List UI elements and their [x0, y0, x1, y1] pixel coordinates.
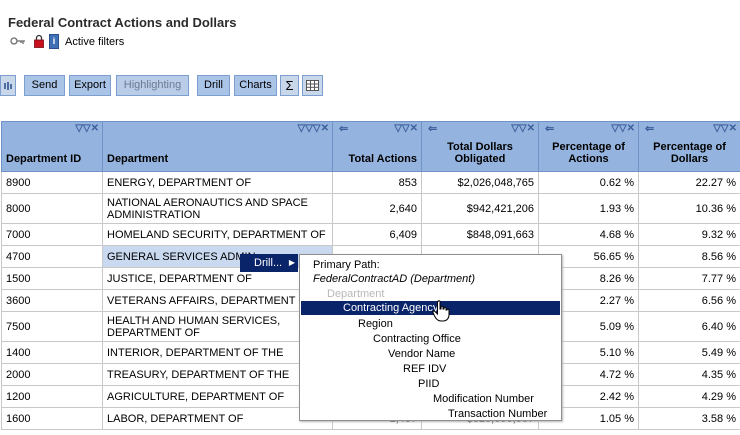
department-cell[interactable]: NATIONAL AERONAUTICS AND SPACE ADMINISTR…: [102, 193, 333, 224]
department-id-cell: 8000: [1, 193, 103, 224]
total-dollars-cell: $848,091,663: [421, 223, 539, 246]
drill-button[interactable]: Drill: [197, 75, 230, 96]
percentage-actions-cell: 0.62 %: [538, 171, 639, 194]
sort-controls-icon[interactable]: ▽▽✕: [713, 123, 737, 134]
sort-controls-icon[interactable]: ▽▽✕: [394, 123, 418, 134]
department-cell[interactable]: LABOR, DEPARTMENT OF: [102, 407, 333, 430]
department-id-cell: 1200: [1, 385, 103, 408]
drill-item-department: Department: [327, 288, 385, 300]
lock-icon[interactable]: [34, 34, 44, 48]
column-header-department-id[interactable]: ▽▽✕ Department ID: [1, 121, 103, 172]
percentage-dollars-cell: 9.32 %: [638, 223, 740, 246]
sort-controls-icon[interactable]: ▽▽▽✕: [297, 123, 329, 134]
table-row: 7000 HOMELAND SECURITY, DEPARTMENT OF 6,…: [1, 223, 740, 246]
drill-item-transaction-number[interactable]: Transaction Number: [448, 408, 548, 420]
department-cell-selected[interactable]: GENERAL SERVICES ADMIN: [102, 245, 333, 268]
sort-controls-icon[interactable]: ▽▽✕: [611, 123, 635, 134]
sum-button[interactable]: Σ: [280, 75, 299, 96]
table-row: 8900 ENERGY, DEPARTMENT OF 853 $2,026,04…: [1, 171, 740, 194]
percentage-dollars-cell: 22.27 %: [638, 171, 740, 194]
percentage-dollars-cell: 7.77 %: [638, 267, 740, 290]
percentage-dollars-cell: 8.56 %: [638, 245, 740, 268]
column-header-total-actions[interactable]: ⇐ ▽▽✕ Total Actions: [332, 121, 422, 172]
percentage-dollars-cell: 6.56 %: [638, 289, 740, 312]
key-icon[interactable]: [10, 36, 26, 46]
department-cell[interactable]: ENERGY, DEPARTMENT OF: [102, 171, 333, 194]
column-header-percentage-actions[interactable]: ⇐ ▽▽✕ Percentage of Actions: [538, 121, 639, 172]
department-id-cell: 2000: [1, 363, 103, 386]
column-header-department[interactable]: ▽▽▽✕ Department: [102, 121, 333, 172]
left-arrow-icon[interactable]: ⇐: [645, 123, 655, 135]
percentage-actions-cell: 1.93 %: [538, 193, 639, 224]
department-cell[interactable]: HOMELAND SECURITY, DEPARTMENT OF: [102, 223, 333, 246]
department-id-cell: 1600: [1, 407, 103, 430]
percentage-dollars-cell: 4.29 %: [638, 385, 740, 408]
department-cell[interactable]: TREASURY, DEPARTMENT OF THE: [102, 363, 333, 386]
drill-menu-header: Primary Path:: [313, 259, 380, 271]
toolbar-edge-icon[interactable]: [0, 75, 16, 96]
percentage-actions-cell: 2.42 %: [538, 385, 639, 408]
total-dollars-cell: $2,026,048,765: [421, 171, 539, 194]
percentage-actions-cell: 2.27 %: [538, 289, 639, 312]
column-header-total-dollars[interactable]: ⇐ ▽▽✕ Total Dollars Obligated: [421, 121, 539, 172]
sort-controls-icon[interactable]: ▽▽✕: [75, 123, 99, 134]
left-arrow-icon[interactable]: ⇐: [545, 123, 555, 135]
grid-icon[interactable]: [302, 75, 323, 96]
percentage-dollars-cell: 6.40 %: [638, 311, 740, 342]
drill-submenu: Primary Path: FederalContractAD (Departm…: [299, 254, 562, 421]
total-actions-cell: 2,640: [332, 193, 422, 224]
drill-item-piid[interactable]: PIID: [418, 378, 440, 390]
export-button[interactable]: Export: [69, 75, 111, 96]
percentage-actions-cell: 5.10 %: [538, 341, 639, 364]
drill-item-vendor-name[interactable]: Vendor Name: [388, 348, 456, 360]
page-title: Federal Contract Actions and Dollars: [8, 15, 237, 30]
department-id-cell: 3600: [1, 289, 103, 312]
chevron-right-icon: ▶: [288, 258, 295, 267]
department-id-cell: 1400: [1, 341, 103, 364]
drill-item-region[interactable]: Region: [358, 318, 393, 330]
drill-item-highlight: [301, 301, 560, 315]
department-cell[interactable]: INTERIOR, DEPARTMENT OF THE: [102, 341, 333, 364]
department-id-cell: 7500: [1, 311, 103, 342]
info-icon[interactable]: i: [49, 34, 59, 49]
department-cell[interactable]: HEALTH AND HUMAN SERVICES, DEPARTMENT OF: [102, 311, 333, 342]
highlighting-button[interactable]: Highlighting: [116, 75, 189, 96]
percentage-actions-cell: 56.65 %: [538, 245, 639, 268]
total-actions-cell: 853: [332, 171, 422, 194]
table-row: 8000 NATIONAL AERONAUTICS AND SPACE ADMI…: [1, 193, 740, 224]
drill-item-ref-idv[interactable]: REF IDV: [403, 363, 447, 375]
percentage-dollars-cell: 10.36 %: [638, 193, 740, 224]
charts-button[interactable]: Charts: [234, 75, 277, 96]
results-grid: ▽▽✕ Department ID ▽▽▽✕ Department ⇐ ▽▽✕ …: [1, 121, 740, 435]
percentage-actions-cell: 4.68 %: [538, 223, 639, 246]
drill-item-contracting-agency[interactable]: Contracting Agency: [343, 302, 439, 314]
drill-menu-trigger[interactable]: Drill... ▶: [240, 254, 298, 272]
drill-item-contracting-office[interactable]: Contracting Office: [373, 333, 461, 345]
department-id-cell: 8900: [1, 171, 103, 194]
drill-menu-path: FederalContractAD (Department): [313, 273, 476, 285]
column-header-percentage-dollars[interactable]: ⇐ ▽▽✕ Percentage of Dollars: [638, 121, 740, 172]
sort-controls-icon[interactable]: ▽▽✕: [511, 123, 535, 134]
left-arrow-icon[interactable]: ⇐: [339, 123, 349, 135]
drill-item-modification-number[interactable]: Modification Number: [433, 393, 534, 405]
department-cell[interactable]: AGRICULTURE, DEPARTMENT OF: [102, 385, 333, 408]
percentage-actions-cell: 1.05 %: [538, 407, 639, 430]
send-button[interactable]: Send: [24, 75, 65, 96]
total-dollars-cell: $942,421,206: [421, 193, 539, 224]
department-id-cell: 4700: [1, 245, 103, 268]
percentage-dollars-cell: 4.35 %: [638, 363, 740, 386]
hand-cursor-icon: [432, 300, 450, 322]
left-arrow-icon[interactable]: ⇐: [428, 123, 438, 135]
total-actions-cell: 6,409: [332, 223, 422, 246]
active-filters-label[interactable]: Active filters: [65, 36, 125, 48]
department-id-cell: 1500: [1, 267, 103, 290]
department-cell[interactable]: VETERANS AFFAIRS, DEPARTMENT OF: [102, 289, 333, 312]
department-id-cell: 7000: [1, 223, 103, 246]
percentage-dollars-cell: 3.58 %: [638, 407, 740, 430]
percentage-dollars-cell: 5.49 %: [638, 341, 740, 364]
department-cell[interactable]: JUSTICE, DEPARTMENT OF: [102, 267, 333, 290]
